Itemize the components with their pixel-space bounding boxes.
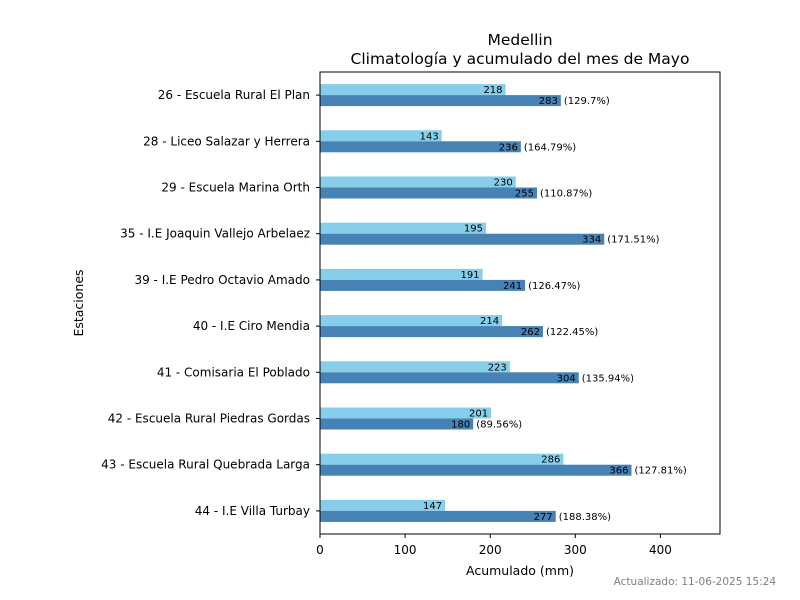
- bar-value-label: 236: [499, 142, 518, 153]
- bar-value-label: 223: [488, 362, 507, 373]
- bar-percent-label: (122.45%): [546, 327, 598, 338]
- bar-value-label: 277: [534, 512, 553, 523]
- bar-series-2: [320, 279, 526, 291]
- x-tick-label: 200: [479, 543, 502, 557]
- y-tick-label: 29 - Escuela Marina Orth: [161, 181, 310, 195]
- bar-series-2: [320, 187, 538, 199]
- updated-timestamp: Actualizado: 11-06-2025 15:24: [613, 576, 776, 588]
- bar-series-2: [320, 418, 474, 430]
- y-tick-label: 42 - Escuela Rural Piedras Gordas: [108, 412, 310, 426]
- x-tick-label: 0: [316, 543, 324, 557]
- chart-subtitle: Climatología y acumulado del mes de Mayo: [351, 50, 690, 68]
- bar-series-2: [320, 141, 521, 153]
- y-tick-label: 28 - Liceo Salazar y Herrera: [143, 134, 310, 148]
- plot-area: 218 283 (129.7%) 26 - Escuela Rural El Plan…: [101, 71, 721, 557]
- bar-value-label: 218: [483, 85, 502, 96]
- bar-percent-label: (110.87%): [540, 189, 592, 200]
- bar-percent-label: (164.79%): [524, 142, 576, 153]
- bar-percent-label: (126.47%): [528, 281, 580, 292]
- y-tick-label: 40 - I.E Ciro Mendia: [193, 319, 310, 333]
- bar-series-2: [320, 510, 556, 522]
- bar-value-label: 195: [464, 224, 483, 235]
- x-axis-label: Acumulado (mm): [466, 563, 574, 578]
- y-tick-label: 44 - I.E Villa Turbay: [195, 504, 310, 518]
- bar-value-label: 283: [539, 96, 558, 107]
- bar-value-label: 147: [423, 501, 442, 512]
- y-axis-label: Estaciones: [71, 269, 86, 336]
- bar-series-1: [320, 176, 516, 188]
- bar-series-1: [320, 453, 564, 465]
- bar-percent-label: (188.38%): [559, 512, 611, 523]
- bar-value-label: 366: [609, 466, 628, 477]
- bar-percent-label: (135.94%): [582, 373, 634, 384]
- bar-series-2: [320, 372, 579, 384]
- bar-value-label: 180: [451, 420, 470, 431]
- x-tick-label: 300: [564, 543, 587, 557]
- bar-series-1: [320, 315, 503, 327]
- y-tick-label: 43 - Escuela Rural Quebrada Larga: [101, 458, 310, 472]
- x-tick-label: 100: [394, 543, 417, 557]
- y-tick-label: 35 - I.E Joaquin Vallejo Arbelaez: [120, 227, 310, 241]
- bar-series-1: [320, 130, 442, 142]
- x-tick-label: 400: [649, 543, 672, 557]
- bar-percent-label: (171.51%): [607, 235, 659, 246]
- bar-series-1: [320, 407, 492, 419]
- bar-percent-label: (89.56%): [476, 420, 522, 431]
- bar-value-label: 191: [460, 270, 479, 281]
- bar-series-2: [320, 233, 605, 245]
- chart-title: Medellin: [487, 31, 552, 49]
- bar-series-2: [320, 464, 632, 476]
- bar-value-label: 262: [521, 327, 540, 338]
- bar-series-1: [320, 268, 483, 280]
- bar-value-label: 255: [515, 189, 534, 200]
- bar-series-1: [320, 222, 486, 234]
- bar-value-label: 304: [557, 373, 576, 384]
- bar-value-label: 230: [494, 178, 513, 189]
- bar-series-2: [320, 95, 561, 107]
- y-tick-label: 26 - Escuela Rural El Plan: [158, 88, 310, 102]
- bar-series-1: [320, 84, 506, 96]
- bar-value-label: 286: [541, 455, 560, 466]
- bar-series-2: [320, 326, 543, 338]
- bar-value-label: 143: [420, 131, 439, 142]
- bar-value-label: 201: [469, 409, 488, 420]
- plot-frame: [319, 71, 721, 535]
- bar-value-label: 214: [480, 316, 499, 327]
- bar-value-label: 241: [503, 281, 522, 292]
- bar-percent-label: (127.81%): [634, 466, 686, 477]
- bar-value-label: 334: [582, 235, 601, 246]
- bar-series-1: [320, 361, 510, 373]
- y-tick-label: 39 - I.E Pedro Octavio Amado: [134, 273, 310, 287]
- bar-percent-label: (129.7%): [564, 96, 610, 107]
- bar-series-1: [320, 499, 446, 511]
- y-tick-label: 41 - Comisaria El Poblado: [157, 365, 310, 379]
